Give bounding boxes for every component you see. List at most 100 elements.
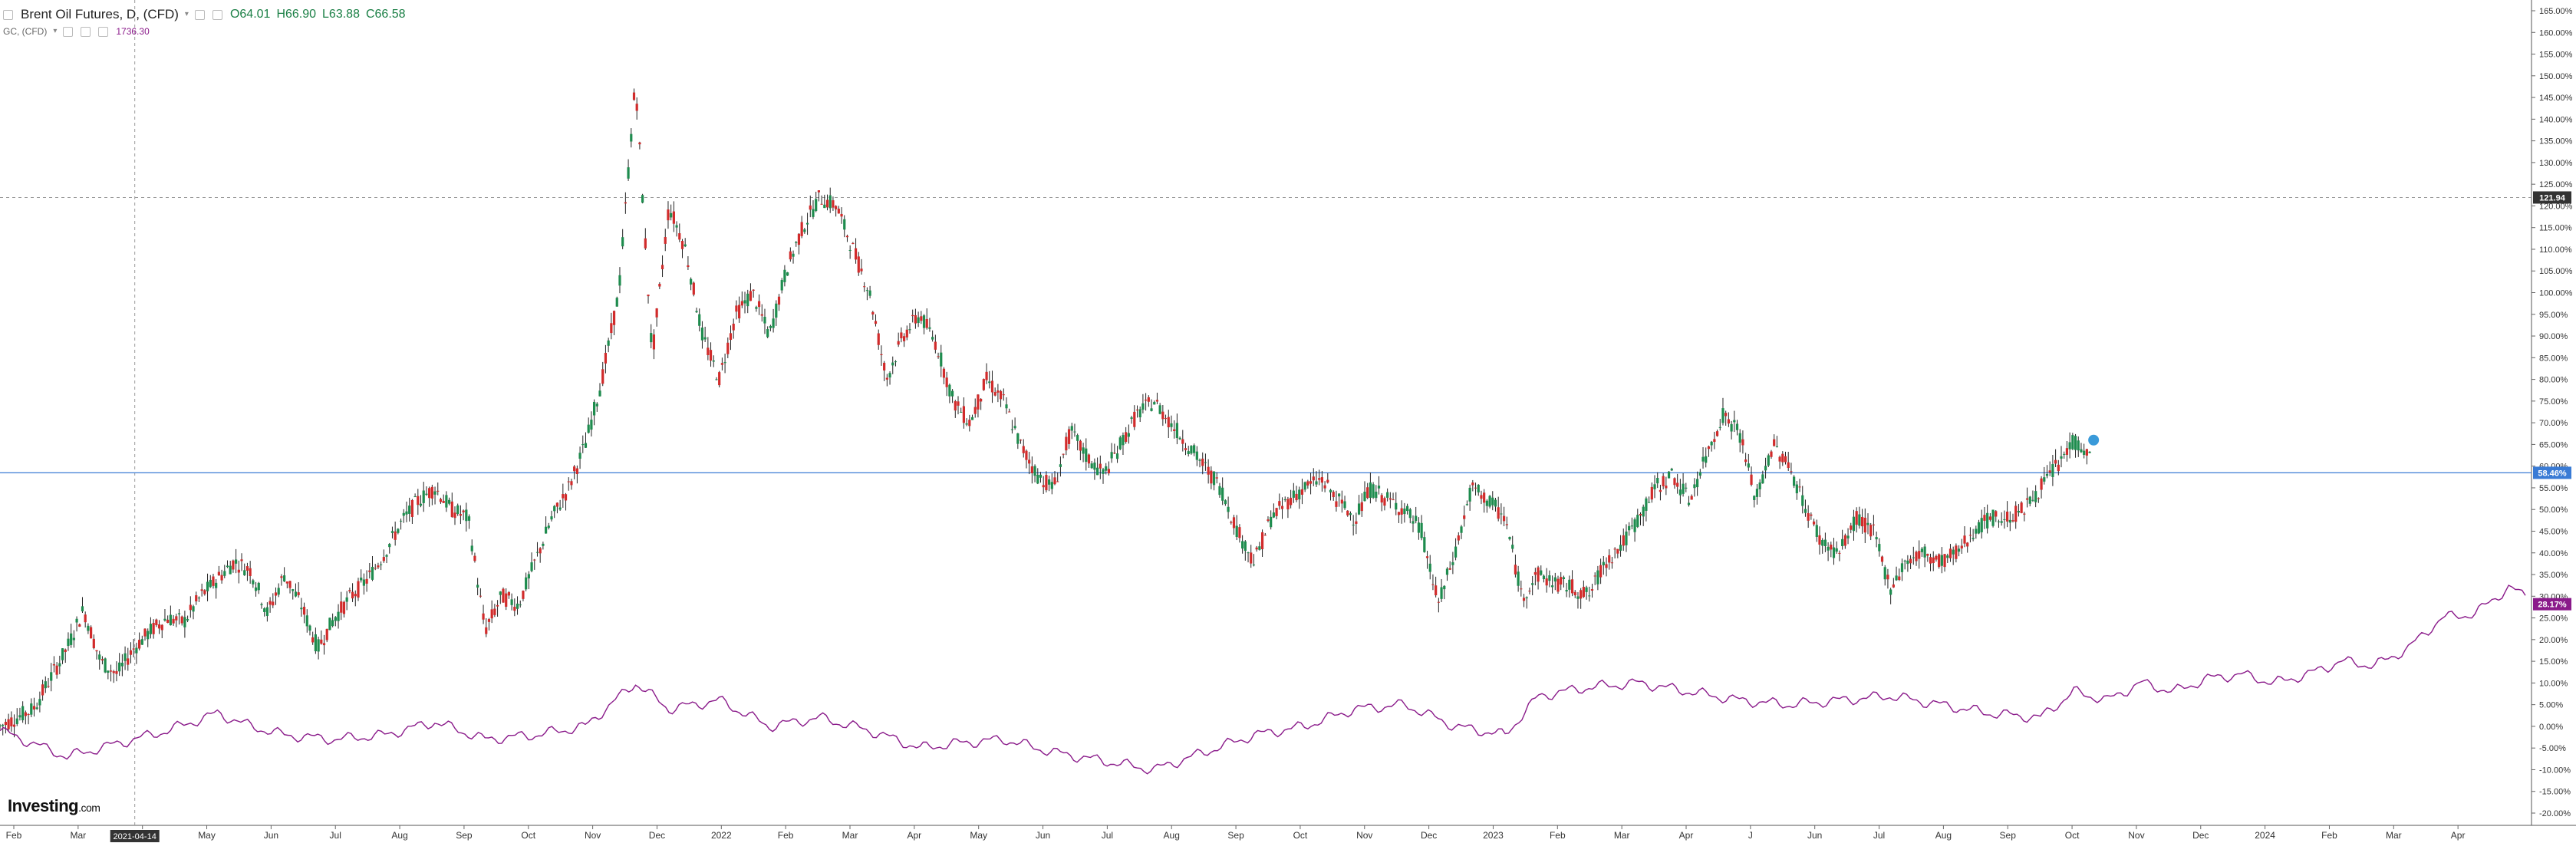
candle-body <box>377 565 380 568</box>
candle <box>1190 445 1193 455</box>
candle <box>1892 578 1895 588</box>
candle-body <box>738 305 741 319</box>
candle-body <box>0 725 2 727</box>
candle-body <box>1795 484 1798 494</box>
y-tick-label: 75.00% <box>2539 397 2568 407</box>
candle <box>1505 516 1508 530</box>
candle-body <box>1537 567 1540 582</box>
candle-body <box>735 305 738 312</box>
candle <box>15 708 18 726</box>
candle <box>1210 466 1213 489</box>
candle <box>10 711 13 732</box>
candle-body <box>1295 493 1298 501</box>
candle <box>743 291 746 314</box>
candle-body <box>1392 499 1395 501</box>
candle <box>1448 561 1451 571</box>
candle-body <box>940 352 943 367</box>
candle <box>127 647 130 671</box>
candle-body <box>1938 554 1941 568</box>
candle-body <box>684 244 687 247</box>
candle <box>1798 479 1801 492</box>
candle <box>630 128 633 148</box>
candle-body <box>61 648 64 660</box>
candle <box>612 310 616 336</box>
candle <box>1548 570 1551 588</box>
candle <box>1665 476 1668 496</box>
candle <box>1656 472 1659 489</box>
symbol-title[interactable]: Brent Oil Futures, D, (CFD) <box>21 7 179 21</box>
candle-body <box>942 368 946 378</box>
candle-body <box>1388 498 1392 500</box>
candle-body <box>970 417 974 420</box>
candle <box>1889 588 1892 604</box>
eye-icon[interactable] <box>194 9 205 20</box>
candle-body <box>1550 585 1554 588</box>
candle <box>1215 472 1218 484</box>
candle <box>726 337 730 358</box>
candle <box>1332 490 1335 501</box>
chevron-down-icon[interactable]: ▾ <box>184 10 189 18</box>
candle <box>914 308 917 329</box>
candle <box>2077 436 2080 457</box>
candle-body <box>274 592 278 596</box>
candle <box>177 609 181 625</box>
candle <box>377 562 380 569</box>
candle <box>852 242 855 245</box>
settings-icon[interactable] <box>81 26 91 37</box>
crosshair-price-label: 121.94 <box>2539 193 2566 203</box>
candle-body <box>1420 522 1423 538</box>
chevron-down-icon[interactable]: ▾ <box>53 27 58 35</box>
candle-body <box>1892 584 1895 588</box>
candle <box>1735 420 1739 436</box>
candle <box>1878 538 1881 557</box>
candle-body <box>840 213 843 217</box>
eye-icon[interactable] <box>63 26 74 37</box>
overlay-symbol[interactable]: GC, (CFD) <box>3 26 48 37</box>
candle-body <box>203 590 206 594</box>
candle <box>848 245 852 259</box>
candle-body <box>192 606 195 612</box>
collapse-icon[interactable] <box>3 9 13 20</box>
candle-body <box>1013 426 1016 429</box>
candle-body <box>1565 590 1568 592</box>
candle-body <box>832 200 835 208</box>
x-tick-label: Feb <box>2321 830 2337 841</box>
candle-body <box>1463 515 1466 519</box>
candle <box>993 387 996 397</box>
candle-body <box>911 314 914 317</box>
candle <box>226 560 229 568</box>
candle-body <box>1585 587 1588 592</box>
candle <box>223 565 226 578</box>
candle <box>30 698 33 718</box>
candle-body <box>308 625 311 631</box>
candle <box>1388 492 1392 509</box>
candle-body <box>1405 505 1409 512</box>
candle-body <box>632 92 636 100</box>
settings-icon[interactable] <box>212 9 222 20</box>
candle <box>1520 580 1523 597</box>
candle <box>809 195 812 218</box>
candle-body <box>786 272 789 276</box>
candle <box>1161 405 1164 426</box>
candle <box>868 285 871 298</box>
candle <box>1397 512 1401 523</box>
candle-body <box>1412 521 1415 524</box>
candle <box>1685 482 1688 492</box>
candle-body <box>1929 557 1932 564</box>
close-icon[interactable] <box>98 26 109 37</box>
candle <box>1898 568 1901 581</box>
candle <box>1019 439 1023 444</box>
candle-body <box>527 574 530 579</box>
candle-body <box>1232 517 1236 529</box>
candle-body <box>1875 537 1878 540</box>
candle-body <box>84 614 87 623</box>
candle <box>920 311 923 324</box>
candle-body <box>601 369 604 384</box>
candle-body <box>825 199 829 208</box>
candle-body <box>1755 489 1759 497</box>
candle-body <box>44 681 47 689</box>
candle <box>1107 461 1111 476</box>
candle <box>1923 543 1926 568</box>
candle <box>1167 410 1170 439</box>
